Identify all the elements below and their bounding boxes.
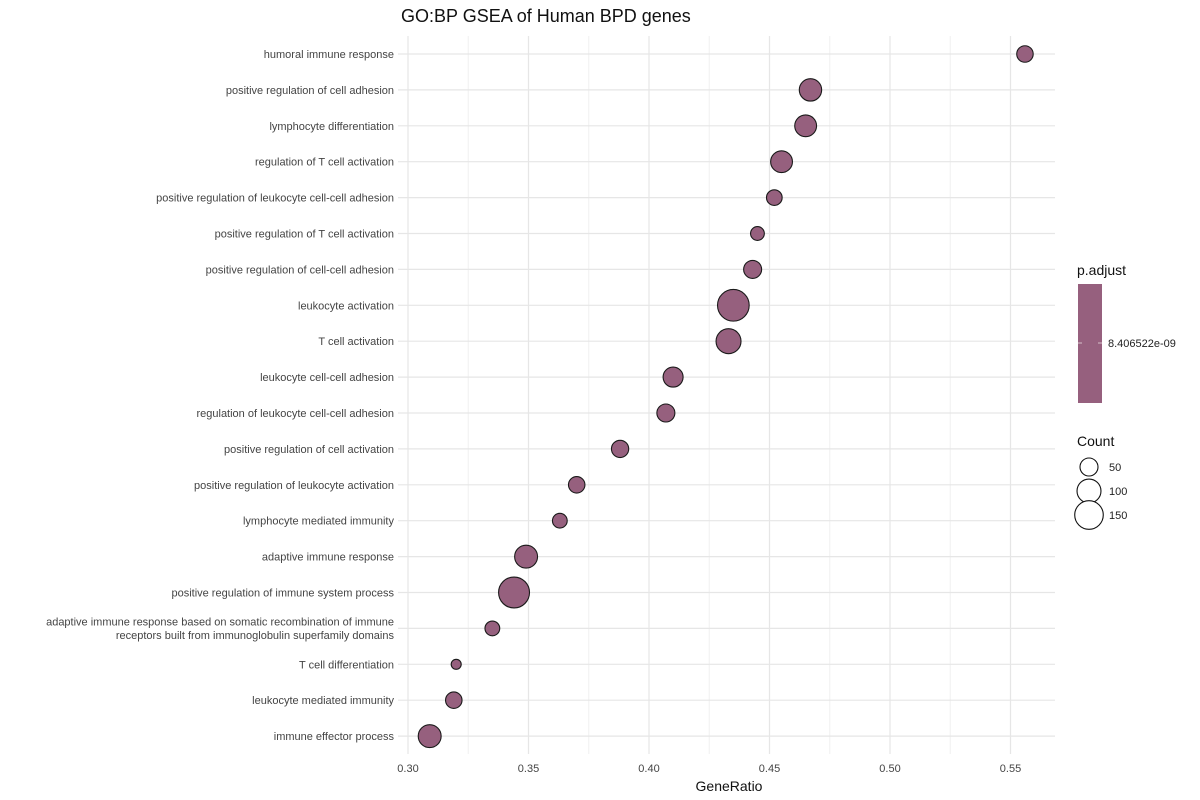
data-point [498, 576, 531, 609]
size-legend: Count 50 100 150 [1074, 433, 1127, 530]
y-tick-label: leukocyte cell-cell adhesion [260, 372, 394, 384]
y-tick-label-line: receptors built from immunoglobulin supe… [116, 630, 395, 642]
data-point [715, 328, 742, 355]
data-point [794, 114, 818, 138]
y-tick-labels: humoral immune response positive regulati… [46, 49, 394, 743]
data-point [765, 189, 783, 206]
y-tick-label: positive regulation of cell adhesion [226, 85, 394, 97]
x-axis-label: GeneRatio [696, 778, 763, 794]
size-legend-label: 100 [1109, 486, 1127, 498]
x-tick-label: 0.50 [879, 763, 900, 775]
x-tick-label: 0.45 [759, 763, 780, 775]
data-point [567, 476, 586, 494]
y-tick-label: lymphocyte mediated immunity [243, 516, 395, 528]
y-tick-label: positive regulation of leukocyte cell-ce… [156, 193, 394, 205]
points-layer [417, 45, 1034, 749]
y-tick-label: positive regulation of leukocyte activat… [194, 480, 394, 492]
x-tick-label: 0.55 [1000, 763, 1021, 775]
data-point [662, 366, 684, 388]
data-point [656, 403, 676, 423]
color-legend: p.adjust 8.406522e-09 [1077, 262, 1176, 403]
y-tick-label: adaptive immune response based on somati… [46, 617, 394, 643]
data-point [716, 288, 750, 322]
y-tick-label: positive regulation of cell-cell adhesio… [206, 264, 394, 276]
color-legend-title: p.adjust [1077, 262, 1126, 278]
data-point [743, 259, 763, 279]
x-tick-label: 0.30 [397, 763, 418, 775]
y-tick-label: positive regulation of cell activation [224, 444, 394, 456]
data-point [610, 439, 630, 459]
data-point [514, 544, 539, 569]
chart-title: GO:BP GSEA of Human BPD genes [401, 6, 691, 26]
data-point [450, 658, 462, 670]
y-tick-label: adaptive immune response [262, 552, 394, 564]
data-point [484, 620, 501, 637]
y-tick-label: leukocyte activation [298, 300, 394, 312]
y-tick-label: lymphocyte differentiation [269, 121, 394, 133]
x-tick-label: 0.40 [638, 763, 659, 775]
data-point [417, 724, 442, 749]
y-tick-label: immune effector process [274, 731, 395, 743]
data-point [445, 691, 463, 709]
x-tick-label: 0.35 [518, 763, 539, 775]
y-tick-label: humoral immune response [264, 49, 394, 61]
y-tick-label: positive regulation of T cell activation [215, 229, 394, 241]
y-tick-label: regulation of T cell activation [255, 157, 394, 169]
data-point [798, 78, 823, 102]
y-tick-label: positive regulation of immune system pro… [171, 588, 394, 600]
y-tick-label: T cell differentiation [299, 659, 394, 671]
y-tick-label: leukocyte mediated immunity [252, 695, 394, 707]
size-legend-title: Count [1077, 433, 1114, 449]
grid [398, 36, 1055, 754]
data-point [770, 150, 794, 174]
size-legend-label: 150 [1109, 510, 1127, 522]
x-tick-labels: 0.30 0.35 0.40 0.45 0.50 0.55 [397, 763, 1021, 775]
size-legend-key [1076, 478, 1102, 504]
size-legend-key [1074, 500, 1104, 530]
y-tick-label-line: adaptive immune response based on somati… [46, 617, 394, 629]
data-point [551, 512, 568, 529]
color-legend-value: 8.406522e-09 [1108, 338, 1176, 350]
size-legend-label: 50 [1109, 462, 1121, 474]
y-tick-label: regulation of leukocyte cell-cell adhesi… [196, 408, 394, 420]
data-point [1016, 45, 1034, 63]
y-tick-label: T cell activation [318, 336, 394, 348]
size-legend-key [1079, 457, 1099, 477]
data-point [750, 226, 765, 241]
